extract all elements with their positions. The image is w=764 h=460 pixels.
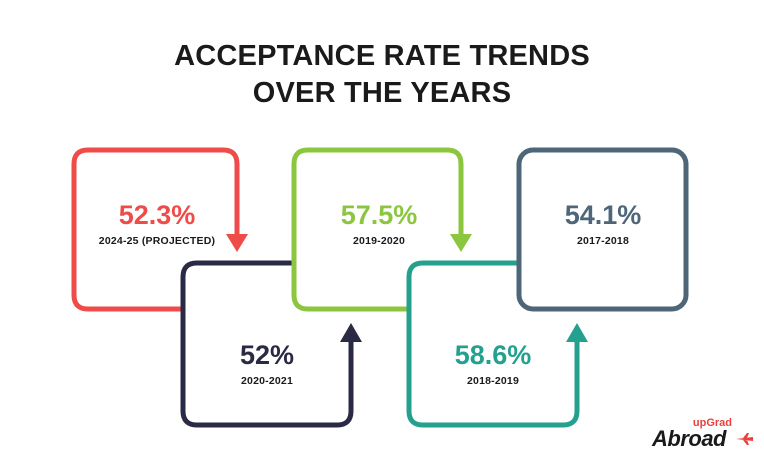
stat-value: 52.3% [118,200,196,230]
stat-period: 2017-2018 [576,235,629,247]
stat-2018-2019: 58.6% 2018-2019 [408,339,578,388]
stat-2024-25: 52.3% 2024-25 (PROJECTED) [72,199,242,248]
title-line-1: ACCEPTANCE RATE TRENDS [174,40,590,72]
stat-period: 2018-2019 [466,375,519,387]
down-arrow-icon [450,234,472,252]
box-2019-2020 [291,147,464,312]
down-arrow-icon [226,234,248,252]
stat-period: 2020-2021 [240,375,293,387]
logo-top-text: upGrad [692,417,732,429]
box-outline-2020-2021 [180,260,354,428]
box-outline-2019-2020 [291,147,464,312]
title-line-2: OVER THE YEARS [252,77,512,109]
box-2018-2019 [406,260,580,428]
logo-bottom-text: Abroad [652,426,727,451]
up-arrow-icon [340,323,362,342]
box-2024-25 [71,147,240,312]
stat-2020-2021: 52% 2020-2021 [182,339,352,388]
airplane-icon [736,433,753,445]
box-2020-2021 [180,260,354,428]
stat-value: 57.5% [340,200,418,230]
up-arrow-icon [566,323,588,342]
box-2017-2018 [516,147,689,312]
stat-2019-2020: 57.5% 2019-2020 [294,199,464,248]
stat-value: 58.6% [454,340,532,370]
stat-value: 52% [239,340,295,370]
stat-2017-2018: 54.1% 2017-2018 [518,199,688,248]
stat-period: 2024-25 (PROJECTED) [98,235,216,247]
page-title: ACCEPTANCE RATE TRENDS OVER THE YEARS [0,38,764,112]
upgrad-abroad-logo: upGrad Abroad [652,415,754,455]
stat-period: 2019-2020 [352,235,405,247]
box-outline-2024-25 [71,147,240,312]
box-outline-2018-2019 [406,260,580,428]
stat-value: 54.1% [564,200,642,230]
